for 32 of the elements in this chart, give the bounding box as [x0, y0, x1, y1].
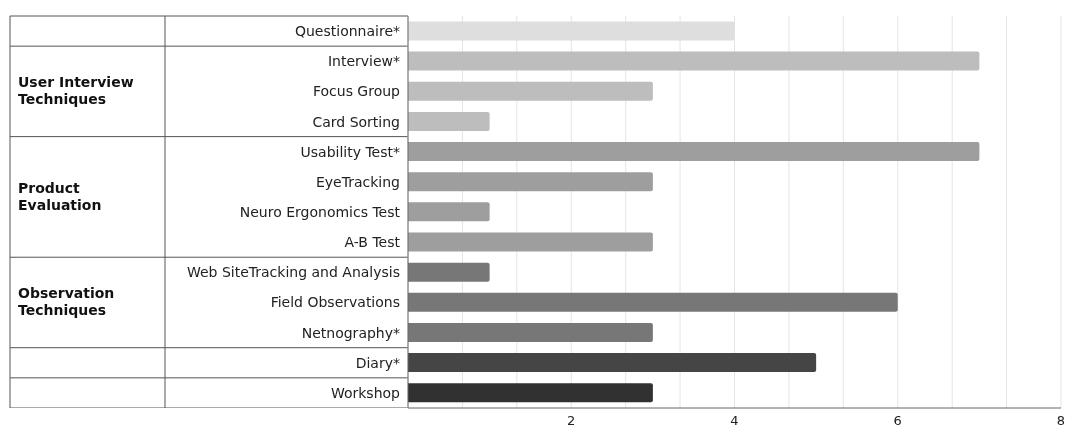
x-tick-label: 6	[893, 413, 902, 429]
x-tick-label: 4	[730, 413, 739, 429]
y-tick-label: Card Sorting	[312, 113, 400, 130]
bar	[408, 232, 653, 252]
bar	[408, 111, 490, 131]
bar	[408, 142, 980, 162]
y-tick-label: Neuro Ergonomics Test	[239, 203, 401, 220]
y-tick-label: Focus Group	[312, 83, 401, 100]
y-tick-label: Field Observations	[270, 294, 400, 311]
bar	[408, 81, 653, 101]
bar	[408, 353, 817, 373]
bar	[408, 202, 490, 222]
bar	[408, 172, 653, 192]
bar	[408, 262, 490, 282]
y-tick-label: EyeTracking	[315, 173, 400, 190]
y-tick-label: A-B Test	[344, 234, 401, 251]
y-tick-label: Questionnaire*	[294, 23, 400, 40]
y-tick-label: Diary*	[355, 354, 400, 371]
text: Product Evaluation	[18, 178, 103, 215]
y-tick-label: Workshop	[330, 384, 401, 401]
y-tick-label: Netnography*	[301, 324, 400, 341]
y-tick-label: Web SiteTracking and Analysis	[186, 264, 400, 281]
x-tick-label: 8	[1056, 413, 1066, 429]
bar	[408, 51, 980, 71]
bar	[408, 292, 898, 312]
y-tick-label: Interview*	[327, 53, 400, 70]
text: Observation Techniques	[18, 284, 116, 321]
text: User Interview Techniques	[18, 73, 135, 110]
x-tick-label: 2	[567, 413, 576, 429]
bar	[408, 383, 653, 403]
y-tick-label: Usability Test*	[300, 143, 400, 160]
bar	[408, 322, 653, 342]
